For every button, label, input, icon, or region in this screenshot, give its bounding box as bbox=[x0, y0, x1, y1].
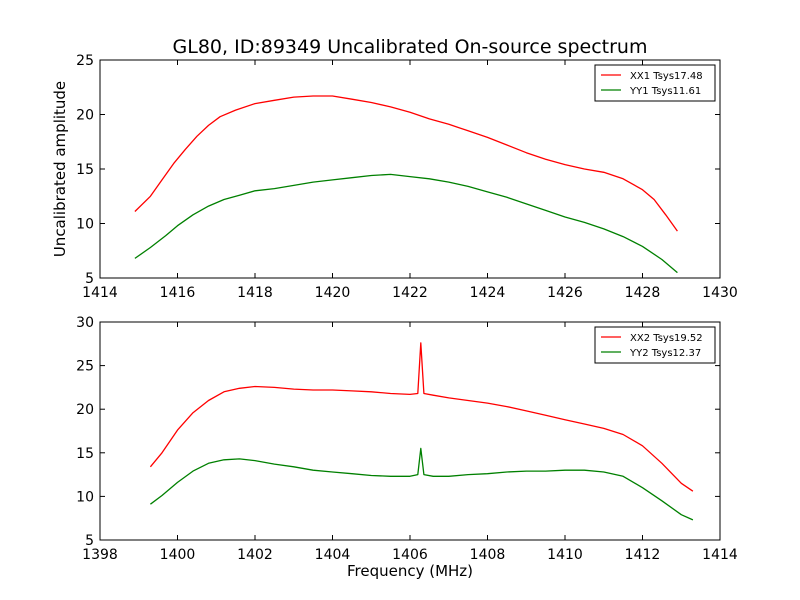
y-axis-label: Uncalibrated amplitude bbox=[51, 81, 69, 257]
top-x-tick-label: 1430 bbox=[702, 285, 738, 301]
bottom-legend-label-1: XX2 Tsys19.52 bbox=[630, 333, 703, 344]
top-legend-box bbox=[594, 64, 716, 102]
bottom-y-tick-label: 5 bbox=[85, 533, 94, 549]
bottom-legend-label-2: YY2 Tsys12.37 bbox=[629, 348, 701, 359]
top-y-tick-label: 20 bbox=[76, 108, 94, 124]
bottom-panel: 1398 1400 1402 1404 1406 1408 1410 1412 1414 5 10 1… bbox=[76, 315, 738, 563]
top-legend-label-2: YY1 Tsys11.61 bbox=[629, 86, 701, 97]
bottom-y-tick-label: 10 bbox=[76, 489, 94, 505]
top-y-tick-label: 10 bbox=[76, 217, 94, 233]
top-series-line-1 bbox=[134, 95, 678, 232]
top-x-tick-label: 1428 bbox=[625, 285, 661, 301]
figure-title: GL80, ID:89349 Uncalibrated On-source sp… bbox=[173, 36, 648, 58]
bottom-x-tick-label: 1398 bbox=[82, 547, 118, 563]
top-y-tick-label: 5 bbox=[85, 271, 94, 287]
bottom-y-tick-label: 20 bbox=[76, 402, 94, 418]
top-legend-label-1: XX1 Tsys17.48 bbox=[630, 71, 703, 82]
top-x-tick-label: 1420 bbox=[315, 285, 351, 301]
bottom-legend: XX2 Tsys19.52 YY2 Tsys12.37 bbox=[594, 326, 716, 364]
bottom-y-tick-label: 30 bbox=[76, 315, 94, 331]
bottom-x-tick-label: 1414 bbox=[702, 547, 738, 563]
bottom-y-tick-label: 15 bbox=[76, 446, 94, 462]
bottom-x-tick-label: 1406 bbox=[392, 547, 428, 563]
bottom-x-tick-label: 1400 bbox=[160, 547, 196, 563]
top-x-tick-label: 1414 bbox=[82, 285, 118, 301]
bottom-series-line-2 bbox=[150, 447, 694, 521]
top-y-tick-label: 15 bbox=[76, 162, 94, 178]
bottom-legend-box bbox=[594, 326, 716, 364]
bottom-x-tick-label: 1408 bbox=[470, 547, 506, 563]
top-x-tick-label: 1424 bbox=[470, 285, 506, 301]
bottom-x-tick-label: 1410 bbox=[547, 547, 583, 563]
bottom-x-tick-label: 1404 bbox=[315, 547, 351, 563]
top-panel: 1414 1416 1418 1420 1422 1424 1426 1428 1430 5 10 1… bbox=[76, 53, 738, 301]
top-x-tick-label: 1422 bbox=[392, 285, 428, 301]
top-x-tick-label: 1416 bbox=[160, 285, 196, 301]
top-y-tick-label: 25 bbox=[76, 53, 94, 69]
top-x-tick-label: 1426 bbox=[547, 285, 583, 301]
top-series-line-2 bbox=[134, 173, 678, 274]
bottom-x-tick-label: 1402 bbox=[237, 547, 273, 563]
top-x-tick-label: 1418 bbox=[237, 285, 273, 301]
top-legend: XX1 Tsys17.48 YY1 Tsys11.61 bbox=[594, 64, 716, 102]
bottom-x-tick-label: 1412 bbox=[625, 547, 661, 563]
bottom-series-line-1 bbox=[149, 342, 694, 492]
bottom-y-tick-label: 25 bbox=[76, 359, 94, 375]
x-axis-label: Frequency (MHz) bbox=[347, 562, 473, 580]
